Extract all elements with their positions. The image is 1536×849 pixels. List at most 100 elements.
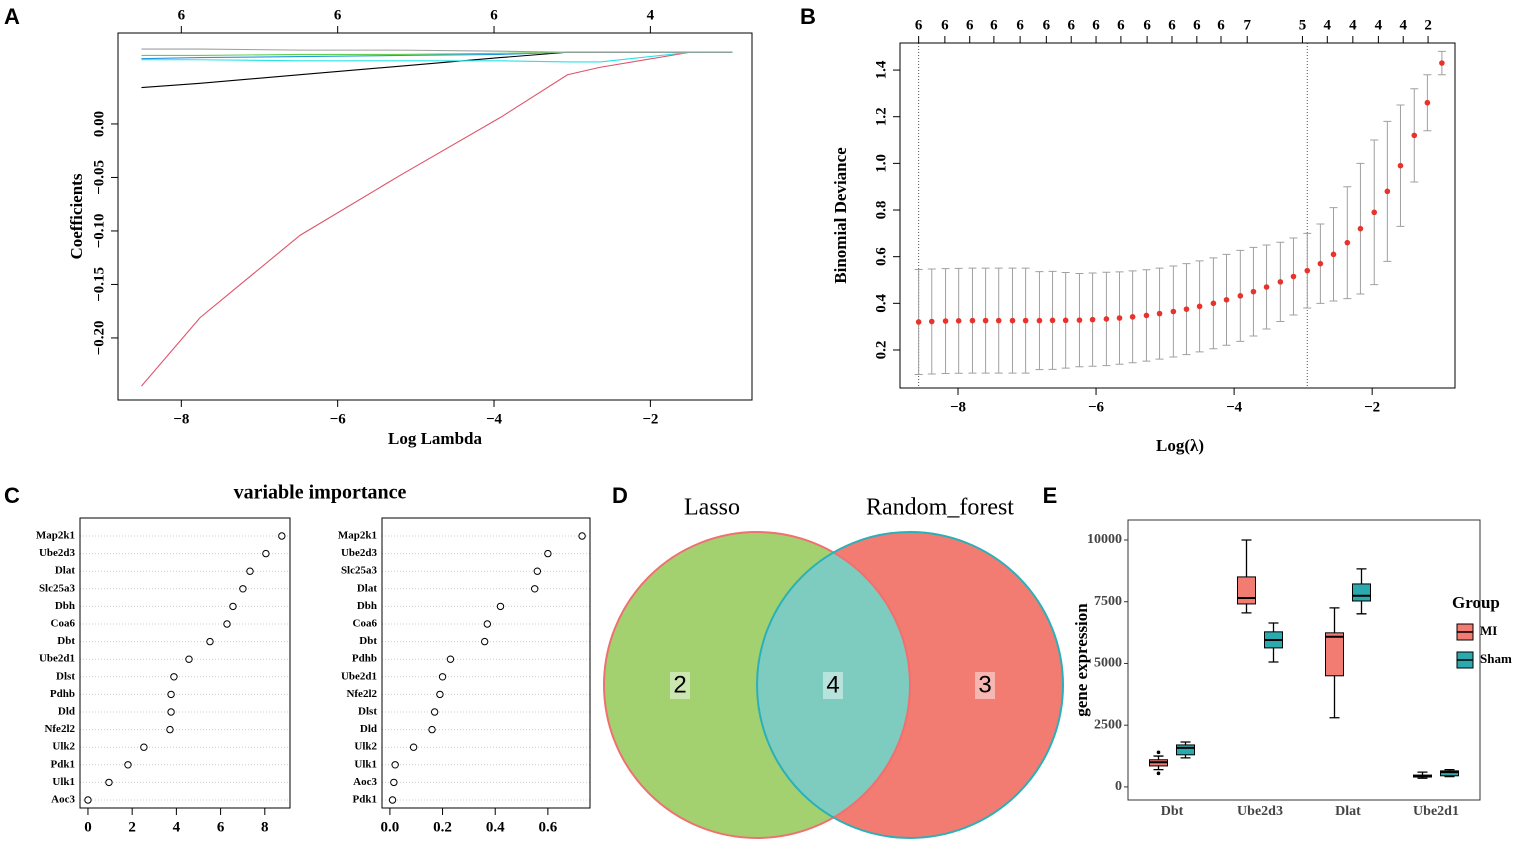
category-label: Dlat [357, 582, 378, 594]
importance-dot [262, 549, 270, 558]
x-tick-label: −6 [1088, 399, 1105, 415]
x-tick-label: Dlat [1335, 804, 1361, 819]
importance-dot [391, 761, 399, 769]
box [1352, 583, 1371, 602]
category-label: Ulk2 [354, 741, 377, 753]
y-axis-label: Coefficients [67, 173, 86, 259]
cv-point [1116, 315, 1123, 321]
category-label: Ube2d1 [39, 653, 75, 665]
x2-tick-label: 6 [490, 7, 498, 23]
x2-tick-label: 6 [1016, 17, 1024, 33]
x2-tick-label: 6 [966, 17, 974, 33]
set-outline [756, 531, 1064, 839]
x-tick-label: 0.4 [486, 819, 505, 835]
cv-point [1237, 293, 1244, 299]
y-tick-label: −0.05 [91, 160, 107, 195]
category-label: Nfe2l2 [346, 688, 377, 700]
cv-point [1170, 308, 1177, 315]
count-backdrop [975, 672, 995, 699]
cv-point [1009, 317, 1016, 324]
set-count: 4 [826, 671, 839, 698]
category-label: Map2k1 [338, 530, 377, 542]
importance-dot [246, 567, 254, 575]
y-tick-label: 7500 [1094, 594, 1122, 609]
cv-point [1290, 273, 1297, 280]
y-tick-label: 1.0 [873, 154, 889, 173]
category-label: Dlst [358, 706, 377, 718]
category-label: Dlst [56, 670, 75, 682]
importance-dot [428, 725, 436, 734]
x2-tick-label: 6 [178, 7, 186, 23]
y-tick-label: 1.4 [873, 60, 889, 79]
importance-dot [140, 743, 148, 751]
x-tick-label: −2 [1364, 399, 1380, 415]
cv-point [1183, 306, 1190, 312]
importance-dot [483, 620, 492, 628]
cv-point [1317, 260, 1324, 267]
importance-dot [438, 673, 447, 681]
x-tick-label: 0.2 [433, 819, 452, 835]
box [1440, 770, 1459, 777]
cv-point [1196, 303, 1203, 310]
x2-tick-label: 6 [1117, 17, 1125, 33]
category-label: Ulk1 [52, 776, 75, 788]
cv-point [1156, 310, 1163, 317]
x-tick-label: −2 [642, 411, 658, 427]
x-tick-label: Ube2d1 [1413, 804, 1459, 819]
outlier [1156, 771, 1161, 776]
set-count: 2 [673, 671, 686, 698]
x2-tick-label: 6 [1092, 17, 1100, 33]
x2-tick-label: 4 [1375, 17, 1383, 33]
category-label: Slc25a3 [39, 582, 76, 594]
cv-point [955, 318, 962, 324]
x2-tick-label: 4 [1324, 17, 1332, 33]
importance-dot [278, 532, 286, 540]
plot-frame [117, 32, 753, 401]
importance-dot [544, 549, 552, 558]
coefficient-path [141, 51, 733, 63]
category-label: Coa6 [51, 618, 76, 630]
x-tick-label: −4 [1226, 399, 1243, 415]
cv-point [1103, 316, 1110, 322]
cv-point [1424, 99, 1431, 106]
chart-title: variable importance [234, 482, 407, 504]
x-tick-label: −8 [173, 411, 189, 427]
coefficient-path [141, 48, 733, 53]
category-label: Ube2d3 [39, 547, 76, 559]
whisker-low [1329, 675, 1340, 719]
importance-dot [578, 532, 586, 540]
x-tick-label: 0 [84, 819, 92, 835]
x2-tick-label: 7 [1243, 17, 1251, 33]
x-tick-label: −4 [486, 411, 503, 427]
cv-point [1022, 317, 1029, 324]
cv-point [1250, 288, 1257, 295]
x2-tick-label: 6 [1193, 17, 1201, 33]
legend-label: Sham [1480, 651, 1512, 666]
cv-point [1089, 316, 1096, 323]
importance-dot [239, 585, 247, 593]
category-label: Dbt [57, 635, 75, 647]
whisker-high [1329, 607, 1340, 633]
x-axis-label: Log Lambda [388, 429, 482, 448]
importance-dot [446, 655, 455, 663]
plot-frame [1127, 519, 1481, 801]
box [1176, 744, 1195, 756]
category-label: Coa6 [353, 618, 378, 630]
coefficient-path [141, 51, 733, 387]
whisker-high [1268, 622, 1279, 632]
category-label: Map2k1 [36, 530, 75, 542]
panel-letter: A [4, 4, 20, 29]
cv-point [1330, 251, 1337, 258]
set-intersection [757, 532, 910, 838]
importance-dot [229, 602, 237, 611]
count-backdrop [670, 672, 690, 699]
outlier [1156, 750, 1161, 755]
cv-point [1439, 60, 1445, 66]
cv-point [1344, 239, 1351, 246]
cv-point [1263, 284, 1270, 290]
cv-point [1223, 297, 1230, 303]
y-tick-label: −0.15 [91, 267, 107, 302]
category-label: Dld [360, 723, 377, 735]
cv-point [995, 317, 1002, 324]
